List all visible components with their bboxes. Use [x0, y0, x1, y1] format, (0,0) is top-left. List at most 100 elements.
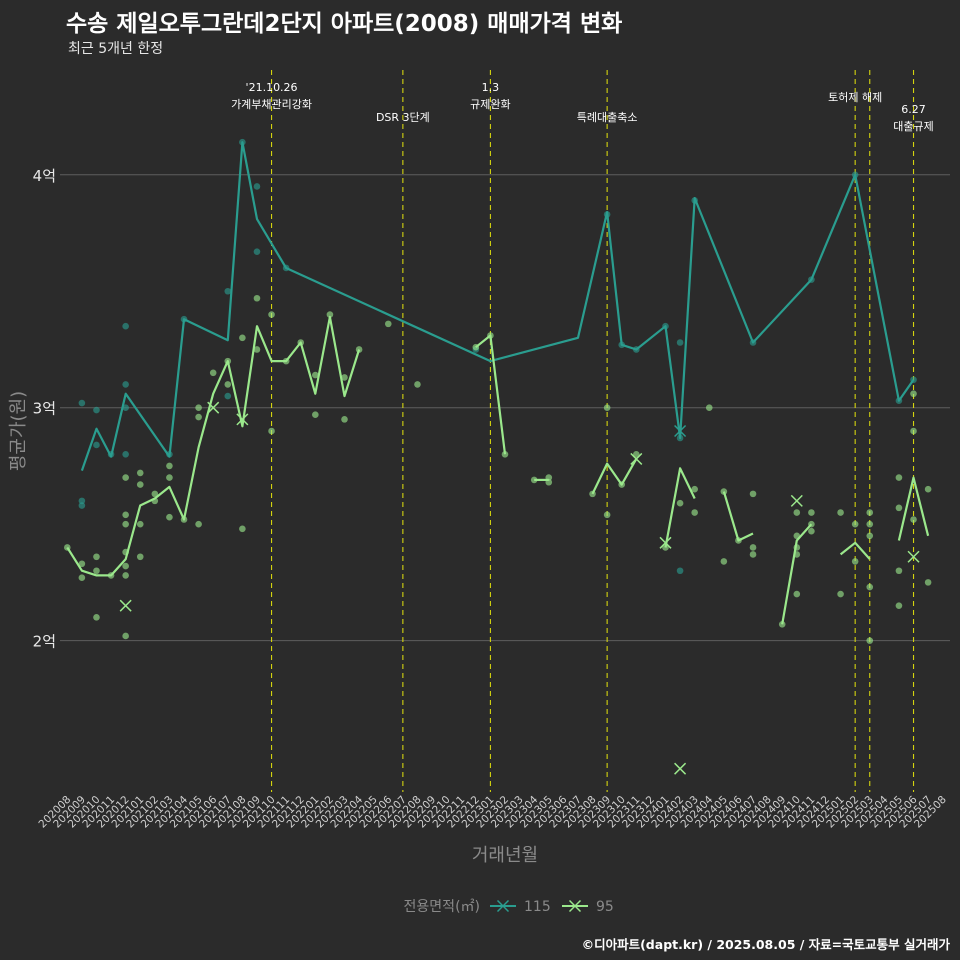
- source-caption: ©디아파트(dapt.kr) / 2025.08.05 / 자료=국토교통부 실…: [581, 937, 950, 952]
- s95-point: [603, 511, 611, 519]
- s95-point: [239, 525, 246, 533]
- s95-point: [778, 621, 786, 628]
- s95-point: [749, 551, 757, 558]
- s95-point: [253, 294, 261, 302]
- s95-point: [341, 416, 348, 423]
- policy-annotation-label: 6.27: [901, 103, 926, 116]
- s95-point: [166, 462, 173, 470]
- s95-line: [781, 523, 813, 625]
- s95-point: [705, 404, 713, 412]
- s95-line: [664, 467, 696, 548]
- s95-point: [866, 532, 874, 540]
- s95-line: [722, 491, 754, 542]
- s95-point: [895, 602, 903, 609]
- s95-point: [312, 411, 319, 418]
- legend-label-115: 115: [524, 899, 551, 915]
- x-axis-title: 거래년월: [472, 845, 538, 866]
- policy-annotation-label: 토허제 해제: [828, 90, 882, 104]
- s95-point: [93, 553, 100, 561]
- s95-x-marker: [659, 536, 672, 549]
- s95-point: [866, 637, 874, 644]
- s95-x-marker: [119, 599, 132, 612]
- s115-point: [676, 339, 684, 346]
- s95-point: [224, 381, 232, 388]
- s95-point: [749, 544, 757, 551]
- s95-point: [866, 520, 874, 528]
- s115-point: [253, 183, 261, 190]
- s115-point: [122, 404, 129, 412]
- s95-point: [414, 381, 421, 388]
- s115-point: [224, 287, 232, 295]
- s95-point: [78, 560, 86, 568]
- legend-title: 전용면적(㎡): [404, 899, 480, 915]
- s95-point: [253, 346, 261, 353]
- legend-label-95: 95: [596, 899, 614, 915]
- s95-line: [475, 334, 507, 455]
- s95-point: [530, 476, 538, 484]
- s95-point: [326, 311, 334, 318]
- s95-x-marker: [674, 762, 687, 775]
- s95-point: [691, 485, 698, 493]
- s115-point: [78, 399, 86, 407]
- s95-line: [839, 541, 871, 560]
- s95-point: [633, 450, 640, 458]
- s95-point: [136, 553, 144, 561]
- s95-point: [268, 427, 275, 435]
- s115-point: [78, 497, 86, 505]
- s95-point: [166, 474, 173, 481]
- s95-point: [93, 614, 100, 621]
- s95-point: [195, 404, 202, 412]
- y-tick-label: 2억: [33, 633, 56, 651]
- s95-point: [749, 490, 757, 498]
- s95-x-marker: [630, 452, 643, 465]
- s95-point: [93, 567, 100, 575]
- s95-point: [691, 509, 698, 516]
- s95-point: [808, 527, 815, 535]
- s115-x-marker: [674, 424, 687, 438]
- s95-point: [910, 516, 917, 523]
- s115-point: [676, 567, 684, 575]
- s95-point: [866, 583, 874, 591]
- s95-point: [136, 481, 144, 488]
- s95-line: [66, 315, 361, 577]
- s95-point: [910, 390, 917, 398]
- s95-point: [603, 404, 611, 412]
- s95-x-marker: [790, 494, 803, 507]
- s95-point: [151, 490, 159, 498]
- s95-point: [195, 520, 202, 528]
- s95-point: [341, 374, 348, 381]
- s115-line: [80, 141, 915, 471]
- y-tick-label: 3억: [33, 400, 56, 418]
- s95-point: [122, 632, 129, 640]
- legend-x-marker-115: [496, 899, 510, 913]
- s95-point: [837, 509, 844, 516]
- chart-subtitle: 최근 5개년 한정: [68, 41, 164, 57]
- s95-point: [122, 572, 129, 579]
- s95-x-marker: [907, 550, 920, 563]
- s95-point: [895, 567, 903, 575]
- s115-point: [122, 322, 129, 330]
- s95-point: [239, 334, 246, 342]
- s95-point: [793, 590, 801, 598]
- s115-point: [93, 441, 100, 449]
- s115-point: [253, 248, 261, 255]
- s95-point: [866, 509, 874, 516]
- s95-line: [897, 476, 930, 541]
- s95-point: [808, 509, 815, 516]
- policy-annotation-label: '21.10.26: [246, 81, 298, 94]
- s95-point: [78, 574, 86, 582]
- s115-point: [122, 381, 129, 388]
- s95-point: [122, 562, 129, 570]
- s115-point: [93, 406, 100, 414]
- s95-line: [591, 458, 638, 495]
- s95-point: [122, 520, 129, 528]
- s95-point: [136, 520, 144, 528]
- s95-point: [895, 504, 903, 512]
- s95-point: [720, 558, 728, 565]
- policy-annotation-label: 대출규제: [893, 120, 933, 133]
- s95-point: [136, 469, 144, 477]
- s95-point: [384, 320, 392, 328]
- s95-x-marker: [236, 413, 249, 426]
- policy-annotation-label: 규제완화: [470, 98, 510, 111]
- s115-point: [78, 502, 86, 509]
